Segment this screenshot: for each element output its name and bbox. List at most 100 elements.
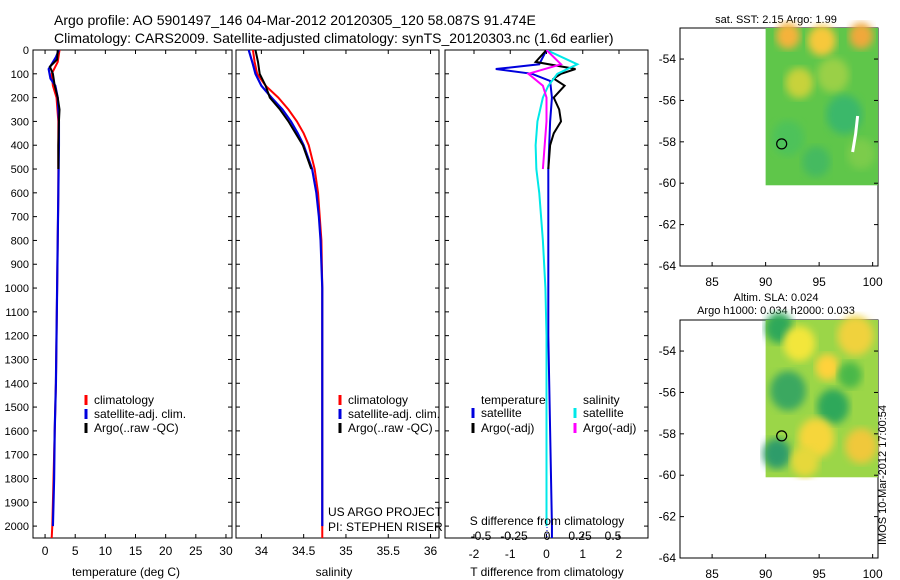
map-missing-data-streak [851,115,860,153]
y-tick-label: 1200 [5,331,29,343]
difference-panel: -2 -1 0 1 2 S difference from climatology -0… [444,49,649,579]
y-tick-label: 900 [11,259,29,271]
x-tick-label: 5 [72,544,79,558]
x-tick-label: -1 [505,547,516,561]
x-tick-label: 36 [424,544,438,558]
profile-location-marker [776,138,788,150]
series-line-argo-raw-qc- [254,50,313,170]
map-field-blob [802,146,831,178]
map-field-blob [815,353,840,381]
s-tick-label: -0.5 [471,529,492,543]
x-tick-label: 90 [759,567,773,580]
x-tick-label: 25 [189,544,203,558]
y-tick-label: 700 [11,212,29,224]
plot-title-line2: Climatology: CARS2009. Satellite-adjuste… [54,30,614,46]
legend-label: Argo(-adj) [583,421,636,435]
s-tick-label: 0.25 [568,529,592,543]
y-tick-label: 600 [11,188,29,200]
y-tick-label: 100 [11,69,29,81]
x-tick-label: 1 [579,547,586,561]
y-tick-label: -62 [659,218,677,232]
legend-label: satellite [583,406,624,420]
y-tick-label: 1600 [5,426,29,438]
sst-map-panel: -54 -56 -58 -60 -62 -64 85 90 95 100 [659,22,883,289]
temperature-xlabel: temperature (deg C) [72,565,180,579]
map-field-blob [790,446,819,477]
x-tick-label: 2 [616,547,623,561]
map-field-blob [776,22,801,50]
y-tick-label: 800 [11,235,29,247]
salinity-panel: 34 34.5 35 35.5 36 salinity climatologysatel… [235,49,443,579]
legend-label: satellite [481,406,522,420]
map-field-blob [847,138,876,170]
legend-label: climatology [94,393,154,407]
map-field-blob [762,438,791,470]
y-tick-label: 1100 [5,307,29,319]
y-tick-label: -56 [659,93,677,107]
salinity-xlabel: salinity [316,565,353,579]
map-field-blob [772,120,805,156]
y-tick-label: -60 [659,468,677,482]
series-line-salinity-argo-adj- [526,50,563,170]
legend-label: Argo(..raw -QC) [94,421,179,435]
map2-title-line1: Altim. SLA: 0.024 [733,292,819,304]
y-tick-label: 2000 [5,521,29,533]
series-line-argo-raw-qc- [48,50,61,170]
map-field-blob [837,315,874,356]
map2-title-line2: Argo h1000: 0.034 h2000: 0.033 [697,305,855,317]
map-field-blob [837,361,862,389]
project-pi: PI: STEPHEN RISER [328,520,443,534]
x-tick-label: 15 [129,544,143,558]
y-tick-label: -54 [659,52,677,66]
salinity-axes [235,49,440,539]
x-tick-label: 34.5 [292,544,316,558]
x-tick-label: 0 [42,544,49,558]
y-tick-label: 400 [11,140,29,152]
y-tick-label: 1300 [5,354,29,366]
temperature-panel: 0100200300400500600700800900100011001200… [5,45,233,579]
s-tick-label: 0.5 [605,529,622,543]
x-tick-label: 85 [705,275,719,289]
legend-label: satellite-adj. clim. [348,407,440,421]
y-tick-label: 1900 [5,497,29,509]
plot-title-line1: Argo profile: AO 5901497_146 04-Mar-2012… [54,12,536,28]
legend-header: temperature [481,393,546,407]
legend-label: climatology [348,393,408,407]
x-tick-label: 35.5 [377,544,401,558]
y-tick-label: 0 [23,45,29,57]
map1-title: sat. SST: 2.15 Argo: 1.99 [715,14,837,26]
legend-label: satellite-adj. clim. [94,407,186,421]
y-tick-label: -58 [659,427,677,441]
y-tick-label: -58 [659,135,677,149]
y-tick-label: 200 [11,93,29,105]
x-tick-label: 30 [219,544,233,558]
x-tick-label: 20 [159,544,173,558]
map-field-blob [817,57,850,93]
x-tick-label: 85 [705,567,719,580]
y-tick-label: -62 [659,510,677,524]
legend-label: Argo(..raw -QC) [348,421,433,435]
x-tick-label: 35 [339,544,353,558]
y-tick-label: 1700 [5,450,29,462]
y-tick-label: 1400 [5,378,29,390]
profile-location-marker [776,430,788,442]
map-field-blob [770,370,807,411]
t-difference-xlabel: T difference from climatology [470,565,624,579]
map-field-blob [849,22,874,50]
y-tick-label: 300 [11,116,29,128]
y-tick-label: 1800 [5,473,29,485]
y-tick-label: -64 [659,259,677,273]
x-tick-label: 100 [863,275,883,289]
y-tick-label: -54 [659,344,677,358]
s-tick-label: -0.25 [500,529,528,543]
x-tick-label: 95 [812,567,826,580]
project-name: US ARGO PROJECT [328,505,443,519]
legend-label: Argo(-adj) [481,421,534,435]
x-tick-label: 95 [812,275,826,289]
s-tick-label: 0 [544,529,551,543]
map-field-blob [826,94,863,135]
y-tick-label: -64 [659,551,677,565]
x-tick-label: -2 [469,547,480,561]
series-line-temperature-satellite [495,50,553,538]
